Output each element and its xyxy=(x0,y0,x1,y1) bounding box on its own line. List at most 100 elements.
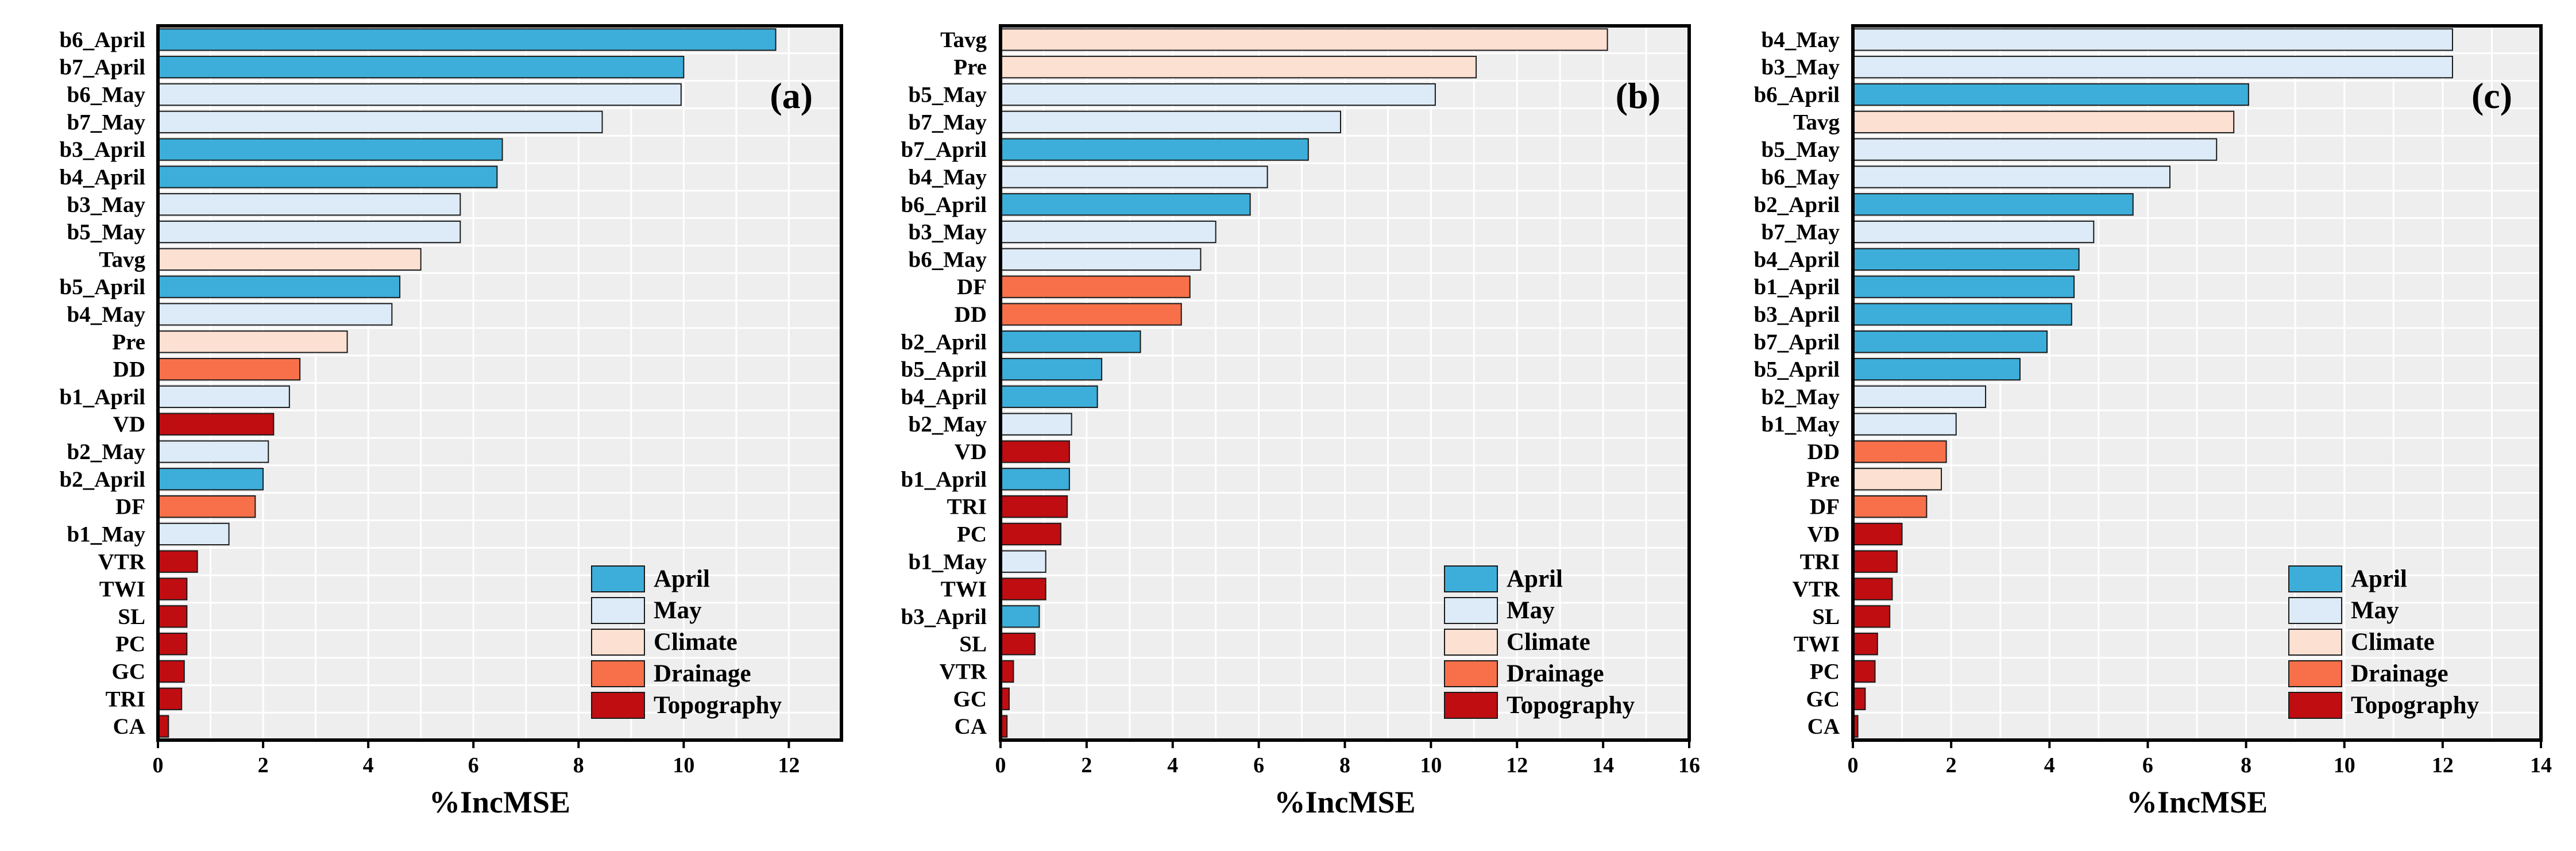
y-tick-label: b5_April xyxy=(1754,357,1840,382)
y-tick-label: b4_May xyxy=(909,165,987,190)
x-tick-label: 16 xyxy=(1678,753,1700,777)
x-axis-label: %IncMSE xyxy=(429,785,570,819)
y-tick-label: Tavg xyxy=(99,247,145,272)
bar-df xyxy=(157,495,256,518)
panel-b: Tavg Pre b5_May b7_May b7_April b4_Mayb6_Apri… xyxy=(901,24,1700,819)
bar-twi xyxy=(1852,633,1878,656)
legend-swatch-may xyxy=(2288,597,2342,624)
x-tick-label: 8 xyxy=(573,753,584,777)
y-tick-label: b2_May xyxy=(1762,384,1840,409)
legend-swatch-april xyxy=(591,565,645,592)
bar-b6-april xyxy=(1000,193,1251,216)
y-tick-label: b3_April xyxy=(59,137,145,162)
y-tick-label: GC xyxy=(953,687,987,711)
legend-label-topography: Topography xyxy=(2351,692,2480,719)
y-tick-label: VTR xyxy=(98,549,146,574)
y-tick-label: b4_May xyxy=(1762,28,1840,52)
legend-label-drainage: Drainage xyxy=(654,660,751,687)
x-tick-label: 12 xyxy=(1506,753,1528,777)
y-tick-label: VD xyxy=(113,412,145,437)
legend-label-topography: Topography xyxy=(1507,692,1635,719)
legend-label-april: April xyxy=(2351,565,2407,592)
bar-tri xyxy=(157,687,183,710)
bar-tri xyxy=(1000,495,1068,518)
y-tick-label: DF xyxy=(957,275,987,299)
bar-b7-may xyxy=(1000,110,1342,133)
x-tick-label: 10 xyxy=(673,753,694,777)
y-tick-label: PC xyxy=(1810,659,1840,684)
legend-label-may: May xyxy=(2351,597,2399,624)
x-tick-label: 2 xyxy=(1081,753,1092,777)
y-tick-label: b3_May xyxy=(1762,55,1840,80)
y-tick-label: b6_April xyxy=(59,28,145,52)
legend-swatch-drainage xyxy=(1444,660,1498,687)
x-tick-label: 2 xyxy=(1946,753,1957,777)
legend-swatch-climate xyxy=(1444,629,1498,656)
x-tick-label: 6 xyxy=(468,753,479,777)
bar-vd xyxy=(1000,440,1070,463)
bar-b1-may xyxy=(1000,550,1046,573)
legend: April May Climate Drainage Topography xyxy=(1444,565,1635,719)
y-tick-label: b6_April xyxy=(1754,83,1840,107)
bar-sl xyxy=(1852,605,1891,628)
bar-b2-may xyxy=(157,440,269,463)
y-tick-label: DD xyxy=(1808,440,1840,464)
y-tick-label: VTR xyxy=(940,659,987,684)
bar-b5-may xyxy=(1852,138,2218,161)
bar-vd xyxy=(1852,522,1903,546)
x-tick-label: 8 xyxy=(2241,753,2251,777)
legend-label-april: April xyxy=(654,565,710,592)
y-tick-label: b1_April xyxy=(59,384,145,409)
bar-b5-april xyxy=(1852,357,2021,381)
panel-label: (b) xyxy=(1616,75,1660,116)
bar-b1-may xyxy=(157,522,230,546)
y-tick-label: b3_April xyxy=(1754,302,1840,327)
legend-swatch-topography xyxy=(591,692,645,719)
bar-b2-april xyxy=(1852,193,2134,216)
y-tick-label: TWI xyxy=(941,577,987,602)
bar-b6-may xyxy=(1852,165,2171,188)
x-tick-label: 4 xyxy=(2044,753,2055,777)
panel-c: b4_May b3_May b6_April Tavg b5_May b6_Mayb2_A… xyxy=(1754,24,2552,819)
legend-swatch-climate xyxy=(591,629,645,656)
panel-label: (a) xyxy=(770,75,813,116)
bar-b5-may xyxy=(157,220,461,244)
bar-pre xyxy=(1852,468,1942,491)
y-tick-label: VD xyxy=(1808,522,1840,546)
bar-tavg xyxy=(1852,110,2235,133)
y-tick-label: PC xyxy=(115,632,145,657)
legend-swatch-april xyxy=(1444,565,1498,592)
plot-frame xyxy=(156,24,843,742)
bar-gc xyxy=(157,660,185,683)
bar-b7-may xyxy=(157,110,603,133)
y-tick-label: Pre xyxy=(112,330,145,355)
legend-label-may: May xyxy=(1507,597,1555,624)
bar-b2-may xyxy=(1000,413,1072,436)
bar-pc xyxy=(157,633,188,656)
y-tick-label: DD xyxy=(113,357,145,382)
bar-pc xyxy=(1852,660,1876,683)
bar-b7-april xyxy=(1852,330,2048,353)
bar-b7-april xyxy=(157,56,685,79)
x-tick-label: 0 xyxy=(153,753,164,777)
bar-b2-april xyxy=(1000,330,1141,353)
x-tick-label: 10 xyxy=(2334,753,2355,777)
y-tick-label: VTR xyxy=(1793,577,1840,602)
y-tick-label: Pre xyxy=(953,55,987,80)
bar-sl xyxy=(157,605,188,628)
x-axis-label: %IncMSE xyxy=(1274,785,1415,819)
bar-b5-april xyxy=(1000,357,1103,381)
y-tick-label: b2_April xyxy=(59,467,145,492)
x-tick-label: 10 xyxy=(1420,753,1442,777)
legend-swatch-climate xyxy=(2288,629,2342,656)
bar-b3-april xyxy=(1000,605,1040,628)
y-tick-label: b7_May xyxy=(67,110,146,134)
bar-df xyxy=(1000,275,1191,298)
bar-b6-april xyxy=(1852,83,2249,106)
bar-twi xyxy=(1000,577,1046,600)
y-tick-label: b7_May xyxy=(909,110,987,134)
bar-tri xyxy=(1852,550,1898,573)
y-tick-label: Pre xyxy=(1806,467,1840,492)
x-tick-label: 4 xyxy=(363,753,374,777)
